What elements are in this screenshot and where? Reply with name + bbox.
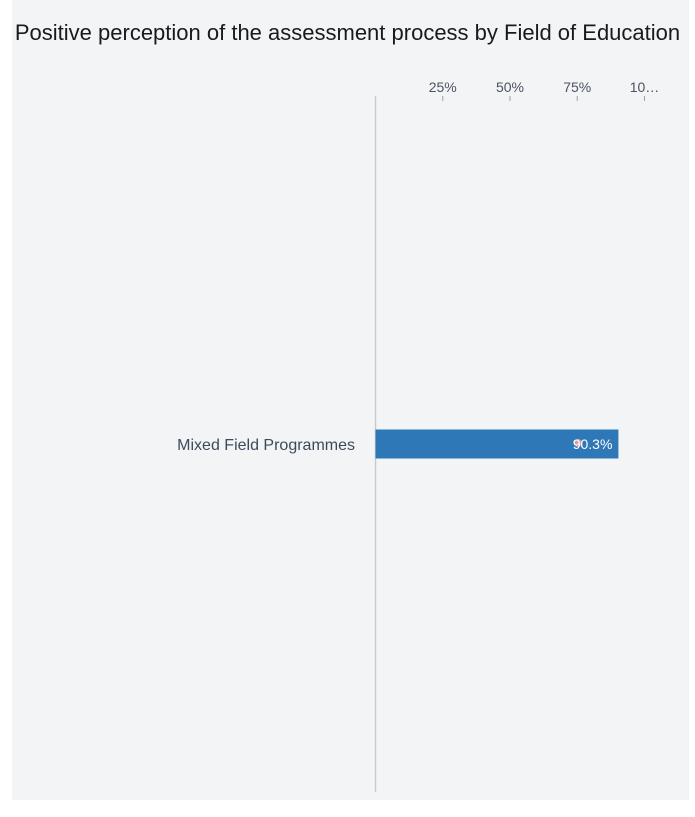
x-tick-label-0: 25% bbox=[429, 79, 457, 95]
chart-panel bbox=[12, 0, 689, 800]
x-tick-label-2: 75% bbox=[563, 79, 591, 95]
x-tick-label-3: 10… bbox=[630, 79, 660, 95]
category-label-0: Mixed Field Programmes bbox=[177, 437, 355, 454]
highlight-marker-0 bbox=[574, 439, 582, 447]
data-label-0: 90.3% bbox=[573, 436, 613, 452]
x-tick-label-1: 50% bbox=[496, 79, 524, 95]
chart-title: Positive perception of the assessment pr… bbox=[14, 20, 681, 45]
